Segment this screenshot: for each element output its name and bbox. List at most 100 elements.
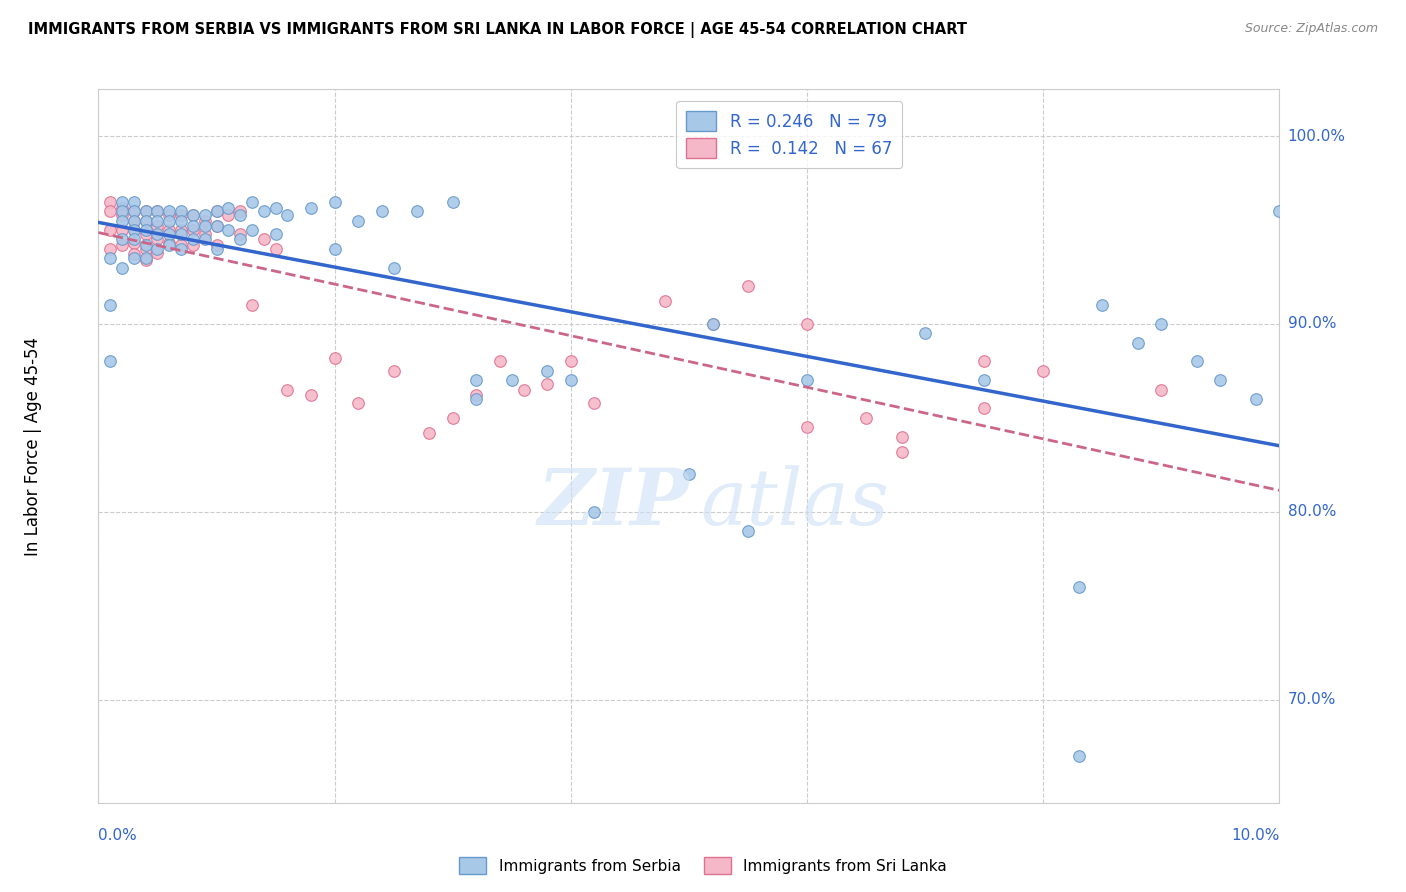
Point [122,204,145,219]
Point [441,194,464,209]
Point [122,204,145,219]
Point [135,242,157,256]
Point [194,219,217,234]
Point [122,232,145,246]
Point [465,373,488,387]
Point [146,232,169,246]
Point [299,201,322,215]
Point [181,219,204,234]
Point [170,204,193,219]
Point [98,251,121,265]
Point [122,251,145,265]
Point [157,223,180,237]
Point [1126,335,1149,350]
Point [914,326,936,341]
Text: In Labor Force | Age 45-54: In Labor Force | Age 45-54 [24,336,42,556]
Point [1091,298,1114,312]
Point [489,354,512,368]
Point [157,213,180,227]
Point [299,388,322,402]
Point [170,242,193,256]
Point [98,298,121,312]
Point [111,204,134,219]
Point [465,392,488,406]
Point [796,420,818,434]
Point [276,383,298,397]
Point [111,238,134,252]
Point [217,208,239,222]
Point [229,232,252,246]
Point [135,213,157,227]
Point [98,204,121,219]
Point [170,238,193,252]
Point [855,410,877,425]
Point [441,410,464,425]
Text: 70.0%: 70.0% [1288,692,1336,707]
Point [194,227,217,241]
Point [737,279,759,293]
Point [122,213,145,227]
Point [973,401,995,416]
Point [276,208,298,222]
Point [560,354,582,368]
Point [382,260,405,275]
Point [323,242,346,256]
Point [229,227,252,241]
Point [1185,354,1208,368]
Point [135,213,157,227]
Point [98,354,121,368]
Point [406,204,429,219]
Point [122,236,145,251]
Point [890,429,912,443]
Point [170,208,193,222]
Point [418,425,440,440]
Point [122,247,145,261]
Point [229,208,252,222]
Text: 80.0%: 80.0% [1288,504,1336,519]
Point [194,213,217,227]
Point [146,242,169,256]
Point [98,242,121,256]
Point [111,223,134,237]
Point [737,524,759,538]
Text: 90.0%: 90.0% [1288,317,1336,332]
Point [796,317,818,331]
Point [678,467,700,482]
Point [135,227,157,241]
Point [501,373,523,387]
Point [122,223,145,237]
Point [111,194,134,209]
Point [323,194,346,209]
Legend: R = 0.246   N = 79, R =  0.142   N = 67: R = 0.246 N = 79, R = 0.142 N = 67 [676,101,903,169]
Point [1067,580,1090,594]
Point [240,194,263,209]
Point [181,232,204,246]
Point [1150,317,1173,331]
Point [323,351,346,365]
Point [205,238,228,252]
Point [973,373,995,387]
Point [240,298,263,312]
Point [240,223,263,237]
Point [181,223,204,237]
Point [264,227,287,241]
Text: 0.0%: 0.0% [98,828,138,843]
Text: Source: ZipAtlas.com: Source: ZipAtlas.com [1244,22,1378,36]
Point [264,201,287,215]
Point [170,213,193,227]
Point [194,232,217,246]
Point [111,201,134,215]
Point [135,238,157,252]
Point [1032,364,1054,378]
Point [253,204,276,219]
Point [205,204,228,219]
Point [347,396,370,410]
Point [654,294,676,309]
Point [146,213,169,227]
Point [135,204,157,219]
Point [146,245,169,260]
Point [796,373,818,387]
Point [111,232,134,246]
Point [382,364,405,378]
Point [146,204,169,219]
